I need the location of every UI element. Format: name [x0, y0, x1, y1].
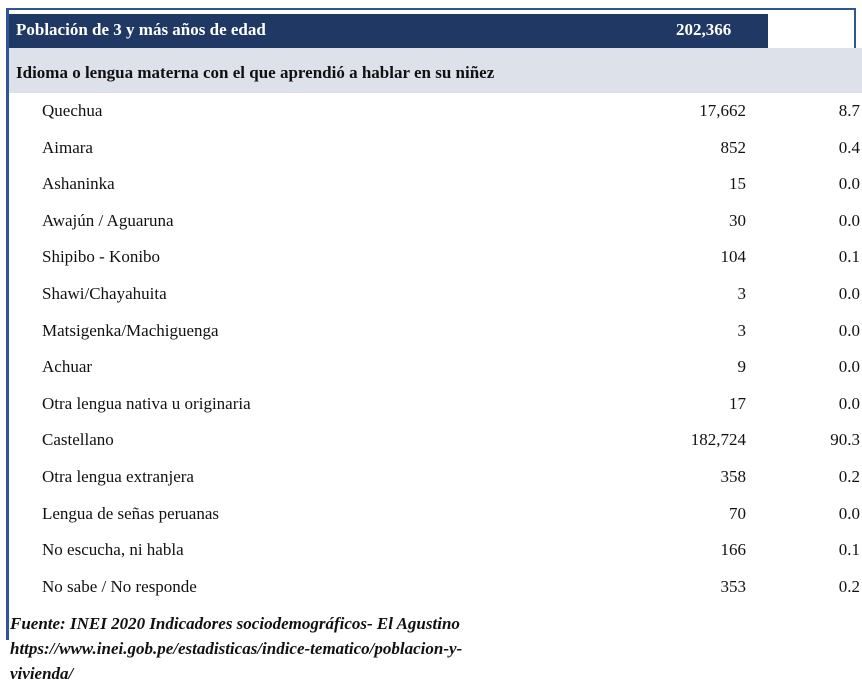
row-count: 17,662	[699, 101, 746, 120]
row-percent: 0.2	[838, 576, 860, 596]
row-label: No sabe / No responde	[42, 576, 197, 596]
row-count: 15	[729, 174, 746, 194]
row-percent: 0.1	[838, 540, 860, 560]
source-line: Fuente: INEI 2020 Indicadores sociodemog…	[10, 614, 460, 633]
row-count: 104	[720, 247, 747, 267]
row-label: Lengua de señas peruanas	[42, 503, 220, 523]
row-count: 9	[737, 357, 747, 377]
row-label: Ashaninka	[42, 174, 115, 194]
header-label: Población de 3 y más años de edad	[16, 20, 266, 39]
top-border	[6, 8, 856, 10]
row-count: 182,724	[690, 430, 746, 450]
section-title: Idioma o lengua materna con el que apren…	[16, 63, 495, 82]
row-count: 358	[720, 467, 747, 486]
row-label: Aimara	[42, 137, 93, 157]
row-count: 3	[737, 320, 747, 340]
row-label: Castellano	[42, 430, 114, 450]
row-percent: 0.0	[838, 210, 860, 230]
row-percent: 0.4	[838, 137, 860, 157]
row-percent: 0.1	[838, 247, 860, 267]
row-count: 17	[729, 393, 746, 413]
row-label: Matsigenka/Machiguenga	[42, 320, 219, 340]
row-count: 30	[729, 210, 746, 230]
right-border	[854, 8, 856, 48]
row-label: Shawi/Chayahuita	[42, 284, 167, 303]
row-label: Otra lengua nativa u originaria	[42, 393, 251, 413]
row-percent: 0.0	[838, 174, 860, 194]
row-label: No escucha, ni habla	[42, 540, 184, 560]
row-count: 166	[720, 540, 747, 560]
row-count: 353	[720, 576, 747, 596]
row-percent: 90.3	[830, 430, 860, 450]
source-line: vivienda/	[10, 664, 74, 683]
row-percent: 0.0	[838, 503, 860, 523]
header-total: 202,366	[676, 20, 732, 39]
row-percent: 0.0	[838, 393, 860, 413]
row-percent: 0.0	[838, 320, 860, 340]
row-label: Otra lengua extranjera	[42, 467, 194, 486]
row-count: 70	[729, 503, 746, 523]
header-bar	[8, 14, 768, 48]
row-percent: 0.0	[838, 284, 860, 303]
row-percent: 0.2	[838, 467, 860, 486]
row-label: Quechua	[42, 101, 103, 120]
row-label: Achuar	[42, 357, 93, 377]
left-border	[6, 8, 9, 640]
row-label: Shipibo - Konibo	[42, 247, 161, 267]
row-count: 3	[737, 284, 747, 303]
row-label: Awajún / Aguaruna	[42, 210, 174, 230]
section-bar	[8, 48, 862, 93]
row-count: 852	[720, 137, 747, 157]
row-percent: 0.0	[838, 357, 860, 377]
row-percent: 8.7	[838, 101, 860, 120]
source-line: https://www.inei.gob.pe/estadisticas/ind…	[10, 639, 463, 658]
